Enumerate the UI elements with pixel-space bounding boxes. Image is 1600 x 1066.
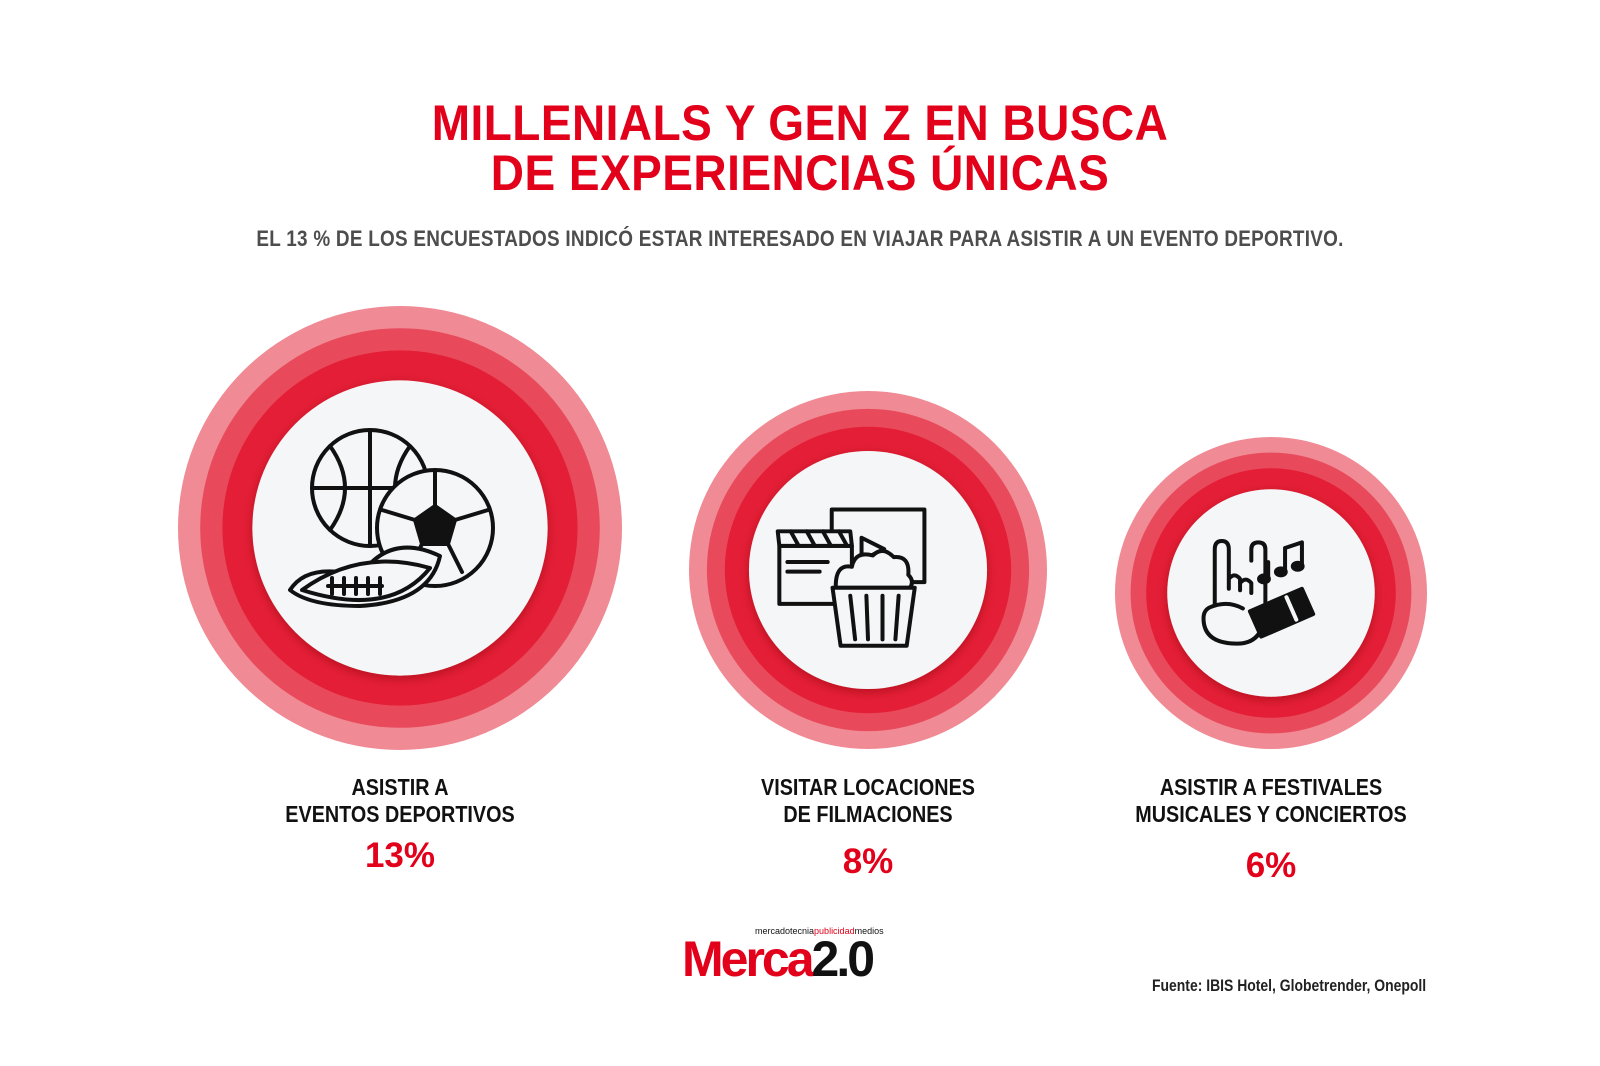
item-label-line-1: VISITAR LOCACIONES bbox=[761, 774, 975, 800]
item-label: ASISTIR A FESTIVALES MUSICALES Y CONCIERT… bbox=[1099, 774, 1443, 828]
item-label-line-1: ASISTIR A bbox=[351, 774, 449, 800]
logo-wordmark: Merca2.0 bbox=[682, 931, 875, 987]
title-line-1: MILLENIALS Y GEN Z EN BUSCA bbox=[431, 95, 1169, 151]
item-value: 13% bbox=[364, 836, 436, 875]
merca-logo: mercadotecniapublicidadmedios Merca2.0 bbox=[682, 922, 922, 986]
bubble-1 bbox=[178, 306, 622, 750]
bubble-disc bbox=[1167, 489, 1375, 697]
bubble-3 bbox=[1115, 437, 1427, 749]
logo-tagline: mercadotecniapublicidadmedios bbox=[755, 926, 884, 936]
item-value: 8% bbox=[842, 842, 894, 881]
film-popcorn-icon bbox=[775, 507, 927, 648]
page-title: MILLENIALS Y GEN Z EN BUSCA DE EXPERIENC… bbox=[64, 98, 1536, 198]
source-note: Fuente: IBIS Hotel, Globetrender, Onepol… bbox=[1152, 976, 1427, 995]
item-label: ASISTIR A EVENTOS DEPORTIVOS bbox=[228, 774, 572, 828]
concert-ticket-icon bbox=[1201, 538, 1316, 646]
item-label-line-2: EVENTOS DEPORTIVOS bbox=[285, 801, 515, 827]
item-label-line-2: DE FILMACIONES bbox=[783, 801, 953, 827]
bubble-2 bbox=[689, 391, 1047, 749]
page-subtitle: EL 13 % DE LOS ENCUESTADOS INDICÓ ESTAR … bbox=[256, 226, 1344, 251]
title-line-2: DE EXPERIENCIAS ÚNICAS bbox=[490, 145, 1110, 201]
item-label: VISITAR LOCACIONES DE FILMACIONES bbox=[696, 774, 1040, 828]
item-label-line-2: MUSICALES Y CONCIERTOS bbox=[1135, 801, 1407, 827]
item-label-line-1: ASISTIR A FESTIVALES bbox=[1159, 774, 1383, 800]
item-value: 6% bbox=[1245, 846, 1297, 885]
sports-balls-icon bbox=[288, 428, 495, 608]
